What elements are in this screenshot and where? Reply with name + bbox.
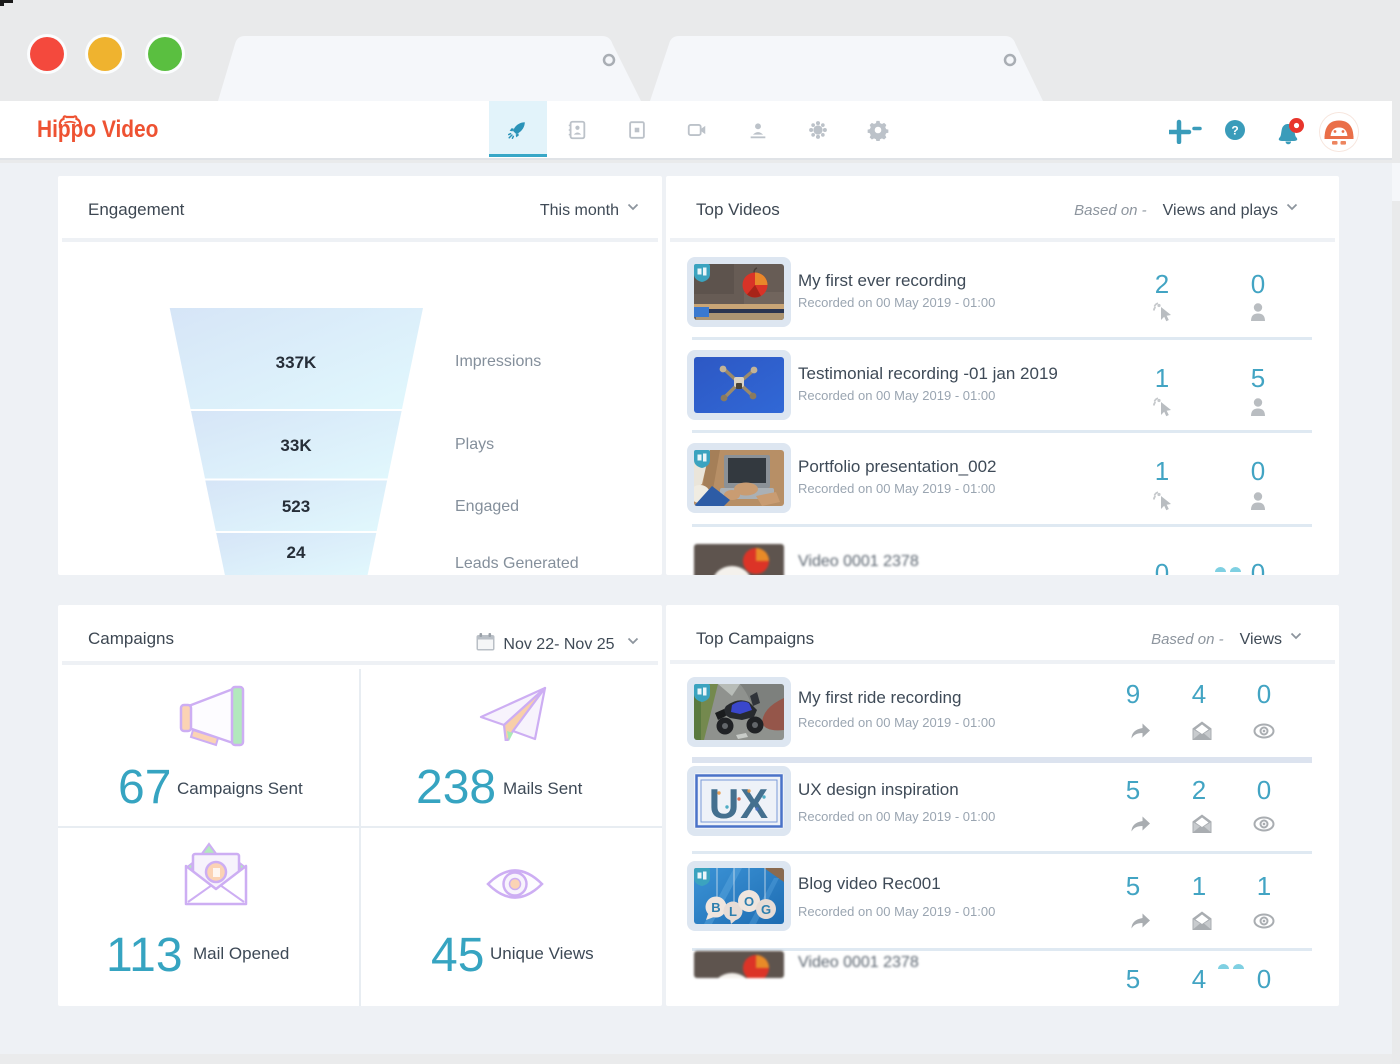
svg-text:?: ? [1231,124,1238,138]
svg-text:UX: UX [709,780,769,827]
svg-text:G: G [761,902,771,917]
svg-text:O: O [744,894,754,909]
svg-text:L: L [729,904,737,919]
svg-text:B: B [711,900,720,915]
